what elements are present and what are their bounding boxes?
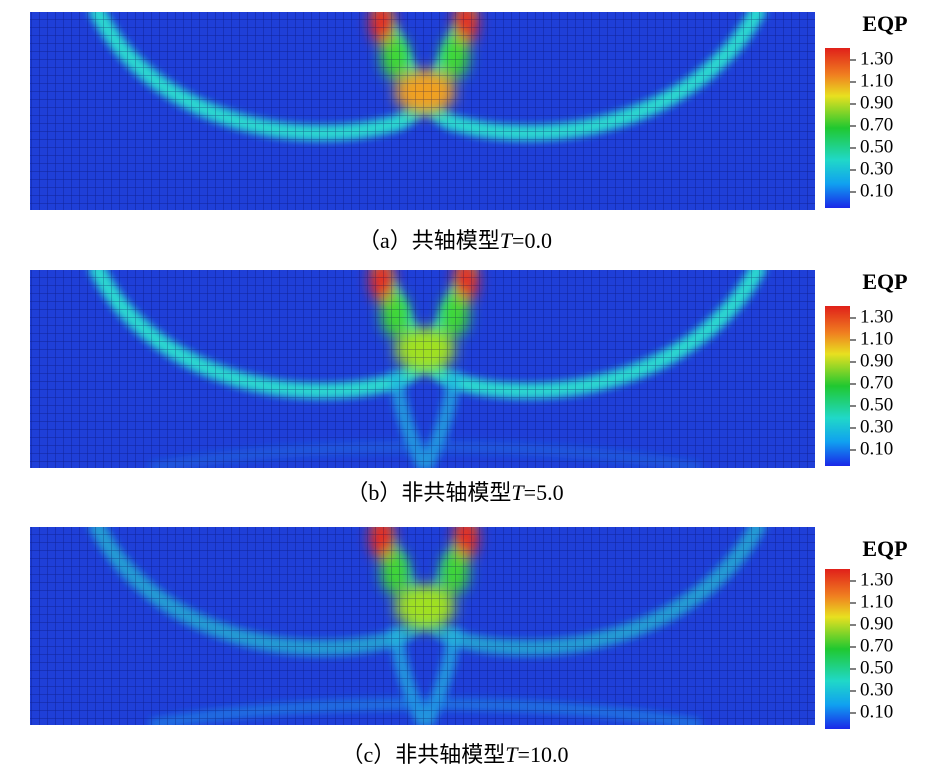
caption-value: =0.0 [512, 228, 552, 253]
caption-variable: T [505, 742, 519, 767]
caption-prefix: （b）非共轴模型 [346, 480, 511, 505]
contour-field [30, 270, 815, 468]
colorbar-tick-label: 1.30 [860, 48, 893, 69]
colorbar-tick-label: 1.30 [860, 306, 893, 327]
contour-field [30, 12, 815, 210]
caption-variable: T [511, 480, 525, 505]
panel: EQP 1.301.100.900.700.500.300.10 [30, 11, 908, 210]
caption-value: =10.0 [518, 742, 569, 767]
colorbar-tick-label: 1.10 [860, 591, 893, 612]
colorbar-tick-label: 0.50 [860, 394, 893, 415]
mesh [30, 12, 815, 210]
colorbar-tick-label: 0.70 [860, 635, 893, 656]
colorbar-tick-label: 0.10 [860, 180, 893, 201]
caption-prefix: （c）非共轴模型 [342, 742, 506, 767]
caption: （c）非共轴模型T=10.0 [342, 742, 569, 767]
mesh [30, 527, 815, 725]
colorbar [825, 48, 850, 208]
colorbar-tick-label: 0.50 [860, 136, 893, 157]
panel: EQP 1.301.100.900.700.500.300.10 [30, 269, 908, 468]
caption-value: =5.0 [524, 480, 564, 505]
panel: EQP 1.301.100.900.700.500.300.10 [30, 527, 908, 729]
colorbar-title: EQP [862, 11, 907, 36]
caption: （b）非共轴模型T=5.0 [346, 480, 563, 505]
caption-prefix: （a）共轴模型 [358, 228, 500, 253]
colorbar-tick-label: 0.30 [860, 679, 893, 700]
colorbar-tick-label: 1.10 [860, 328, 893, 349]
colorbar [825, 569, 850, 729]
colorbar-tick-label: 0.90 [860, 613, 893, 634]
colorbar-tick-label: 0.50 [860, 657, 893, 678]
caption: （a）共轴模型T=0.0 [358, 228, 552, 253]
colorbar-tick-label: 0.30 [860, 158, 893, 179]
contour-field [30, 527, 815, 725]
colorbar-title: EQP [862, 269, 907, 294]
colorbar-tick-label: 1.30 [860, 569, 893, 590]
colorbar-tick-label: 1.10 [860, 70, 893, 91]
caption-variable: T [500, 228, 514, 253]
colorbar-tick-label: 0.10 [860, 438, 893, 459]
colorbar-tick-label: 0.30 [860, 416, 893, 437]
colorbar-tick-label: 0.10 [860, 701, 893, 722]
colorbar-tick-label: 0.70 [860, 114, 893, 135]
colorbar-title: EQP [862, 536, 907, 561]
colorbar-tick-label: 0.70 [860, 372, 893, 393]
colorbar [825, 306, 850, 466]
colorbar-tick-label: 0.90 [860, 92, 893, 113]
colorbar-tick-label: 0.90 [860, 350, 893, 371]
mesh [30, 270, 815, 468]
